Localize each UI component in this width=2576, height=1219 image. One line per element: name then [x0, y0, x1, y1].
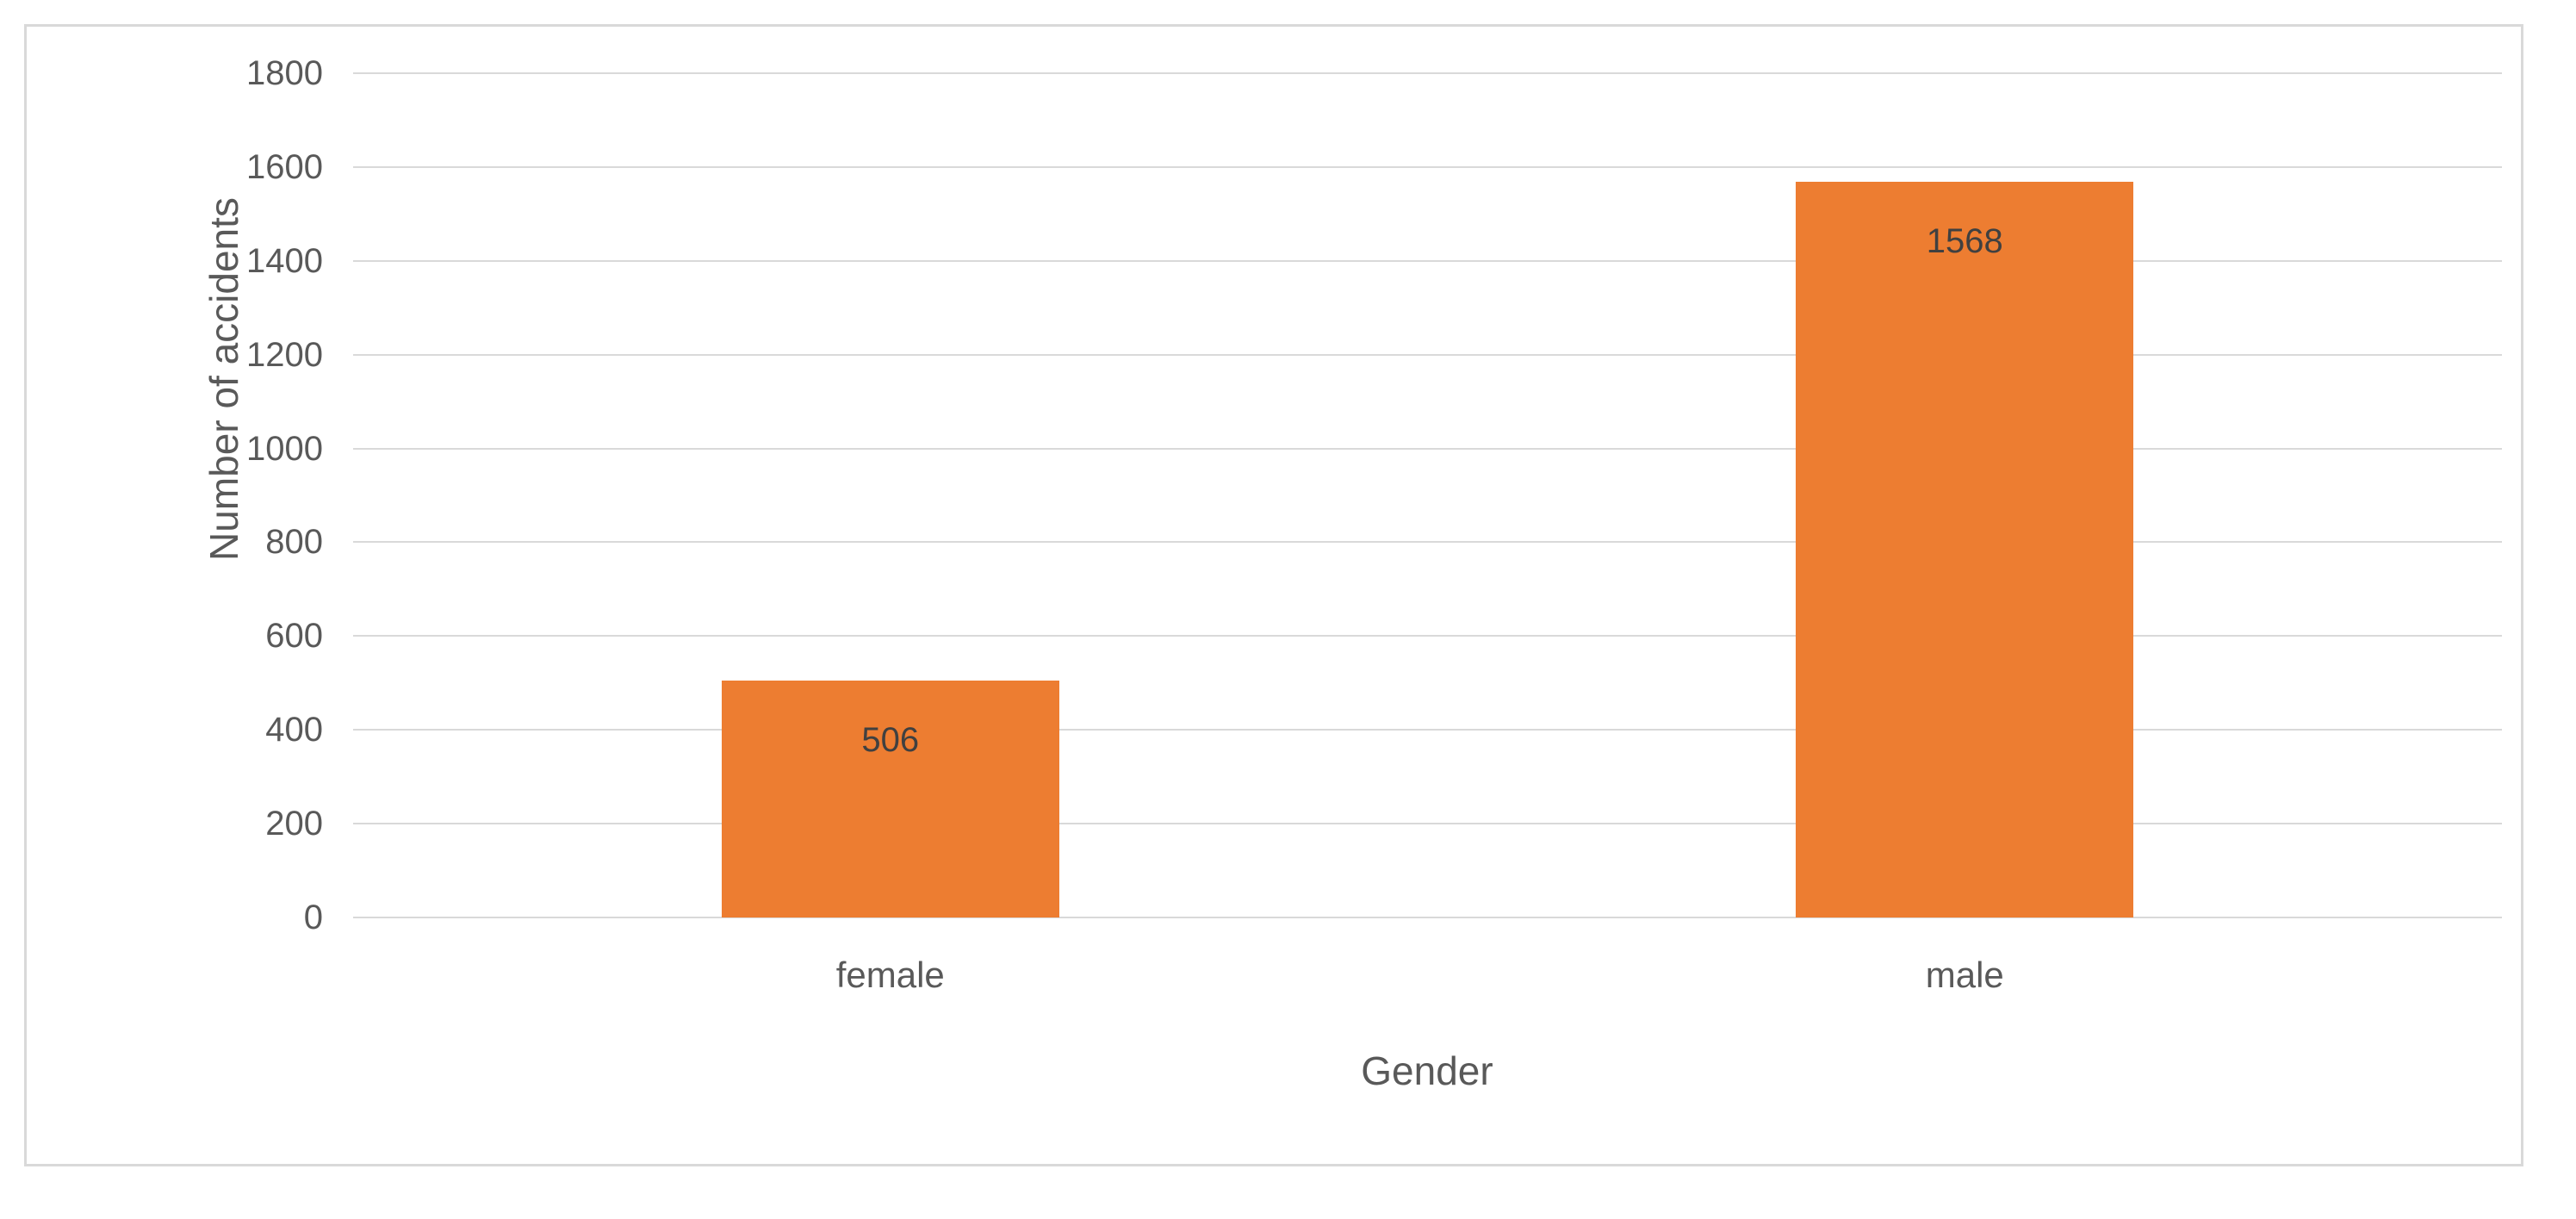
- y-tick-label: 1400: [246, 241, 323, 280]
- y-tick-label: 1000: [246, 429, 323, 468]
- gridline: [353, 259, 2502, 262]
- chart-frame: [24, 24, 2523, 1166]
- y-tick-label: 0: [303, 899, 323, 936]
- y-tick-label: 400: [265, 711, 323, 749]
- y-tick-label: 1600: [246, 147, 323, 186]
- y-tick-label: 1800: [246, 54, 323, 92]
- x-category-label: female: [835, 955, 945, 995]
- y-tick-label: 800: [265, 523, 323, 562]
- gridline: [353, 447, 2502, 450]
- x-axis-title: Gender: [1361, 1048, 1493, 1093]
- gridline: [353, 165, 2502, 168]
- bar-male: [1796, 182, 2134, 917]
- y-tick-label: 1200: [246, 335, 323, 374]
- y-tick-label: 600: [265, 617, 323, 656]
- gridline: [353, 729, 2502, 731]
- gridline: [353, 353, 2502, 356]
- gridline: [353, 72, 2502, 74]
- gridline: [353, 635, 2502, 637]
- x-category-label: male: [1925, 955, 2004, 995]
- bar-data-label: 506: [861, 720, 920, 759]
- gridline: [353, 823, 2502, 825]
- gridline: [353, 917, 2502, 918]
- gridline: [353, 541, 2502, 544]
- bar-female: [721, 680, 1059, 917]
- y-tick-label: 200: [265, 805, 323, 843]
- bar-data-label: 1568: [1926, 222, 2003, 261]
